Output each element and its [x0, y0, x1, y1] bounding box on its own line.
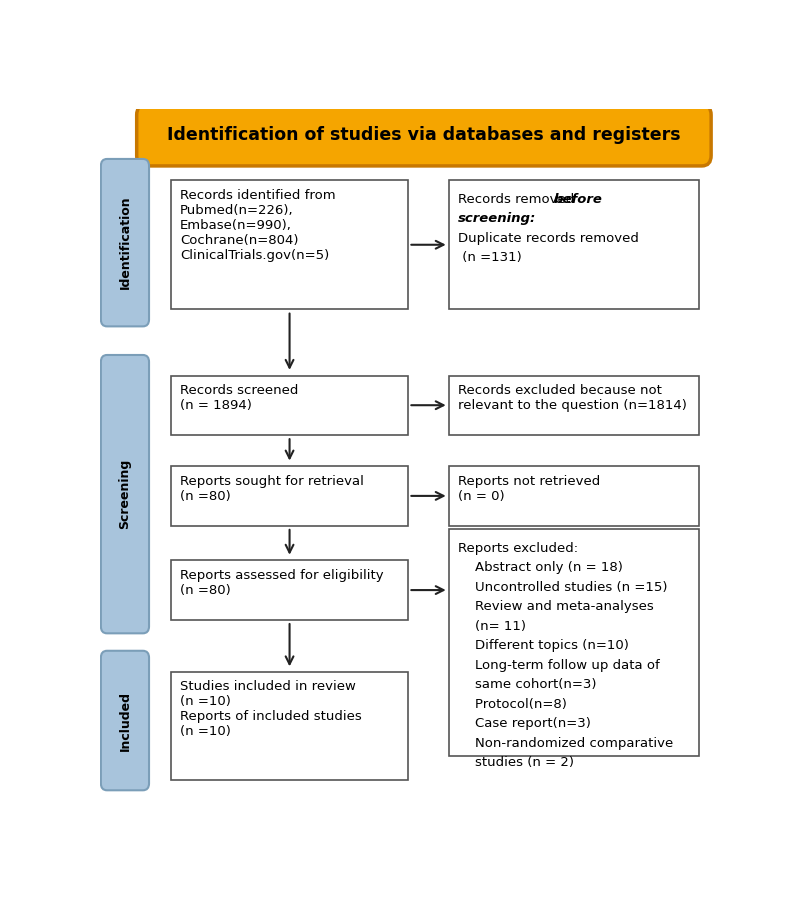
Text: Reports excluded:: Reports excluded: — [457, 542, 578, 554]
Bar — [449, 529, 699, 756]
Text: Abstract only (n = 18): Abstract only (n = 18) — [457, 561, 622, 574]
Bar — [449, 467, 699, 525]
Bar — [449, 180, 699, 309]
Text: Long-term follow up data of: Long-term follow up data of — [457, 659, 660, 671]
Bar — [171, 561, 408, 620]
Bar — [449, 376, 699, 435]
Text: Review and meta-analyses: Review and meta-analyses — [457, 600, 654, 613]
Text: Protocol(n=8): Protocol(n=8) — [457, 698, 567, 711]
Text: Studies included in review
(n =10)
Reports of included studies
(n =10): Studies included in review (n =10) Repor… — [180, 680, 362, 738]
Text: Screening: Screening — [119, 459, 132, 529]
Text: Uncontrolled studies (n =15): Uncontrolled studies (n =15) — [457, 581, 667, 593]
Text: Records removed: Records removed — [457, 193, 579, 206]
Text: before: before — [554, 193, 603, 206]
Text: (n =131): (n =131) — [457, 251, 521, 265]
Text: (n= 11): (n= 11) — [457, 620, 526, 632]
Text: Reports not retrieved
(n = 0): Reports not retrieved (n = 0) — [457, 475, 600, 503]
FancyBboxPatch shape — [101, 651, 149, 790]
Bar — [171, 180, 408, 309]
Bar — [171, 467, 408, 525]
Text: studies (n = 2): studies (n = 2) — [457, 757, 574, 769]
Text: same cohort(n=3): same cohort(n=3) — [457, 679, 596, 691]
Text: Identification of studies via databases and registers: Identification of studies via databases … — [167, 126, 681, 144]
Text: Reports assessed for eligibility
(n =80): Reports assessed for eligibility (n =80) — [180, 569, 383, 597]
Bar — [171, 672, 408, 780]
Text: Non-randomized comparative: Non-randomized comparative — [457, 737, 673, 750]
Bar — [171, 376, 408, 435]
Text: Reports sought for retrieval
(n =80): Reports sought for retrieval (n =80) — [180, 475, 363, 503]
Text: screening:: screening: — [457, 212, 536, 226]
Text: Included: Included — [119, 690, 132, 750]
Text: Case report(n=3): Case report(n=3) — [457, 718, 591, 730]
Text: Records excluded because not
relevant to the question (n=1814): Records excluded because not relevant to… — [457, 384, 687, 412]
Text: Records identified from
Pubmed(n=226),
Embase(n=990),
Cochrane(n=804)
ClinicalTr: Records identified from Pubmed(n=226), E… — [180, 188, 336, 262]
Text: Identification: Identification — [119, 196, 132, 290]
Text: Duplicate records removed: Duplicate records removed — [457, 232, 638, 245]
Text: Records screened
(n = 1894): Records screened (n = 1894) — [180, 384, 298, 412]
FancyBboxPatch shape — [101, 355, 149, 633]
FancyBboxPatch shape — [101, 159, 149, 326]
Text: Different topics (n=10): Different topics (n=10) — [457, 640, 629, 652]
FancyBboxPatch shape — [137, 104, 711, 166]
